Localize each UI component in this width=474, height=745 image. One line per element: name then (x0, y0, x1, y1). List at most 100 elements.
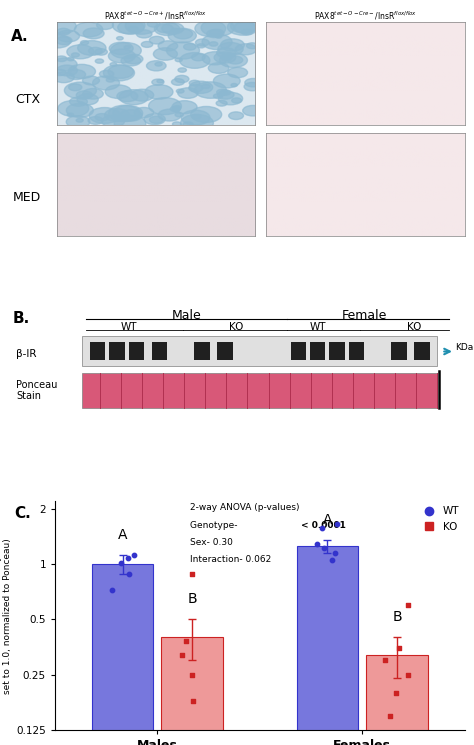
Circle shape (119, 89, 148, 105)
Circle shape (108, 65, 134, 78)
Circle shape (221, 54, 232, 60)
Circle shape (228, 56, 243, 64)
Circle shape (110, 42, 141, 59)
Text: β-IR: β-IR (17, 349, 37, 359)
Circle shape (144, 114, 165, 124)
Y-axis label: InsR- beta subunit (band density, WTM
set to 1.0, normalized to Ponceau): InsR- beta subunit (band density, WTM se… (0, 528, 12, 703)
Circle shape (64, 82, 97, 99)
Text: B.: B. (12, 311, 29, 326)
Circle shape (213, 94, 223, 98)
Circle shape (175, 75, 189, 83)
Circle shape (180, 53, 210, 69)
Circle shape (118, 21, 144, 34)
Circle shape (124, 45, 130, 49)
Circle shape (109, 42, 133, 54)
Circle shape (56, 37, 72, 45)
Circle shape (208, 63, 229, 74)
Circle shape (214, 52, 236, 63)
Circle shape (216, 35, 222, 38)
Circle shape (128, 26, 138, 31)
Circle shape (103, 65, 135, 81)
Circle shape (154, 48, 177, 60)
Circle shape (172, 79, 184, 85)
Circle shape (146, 61, 166, 71)
Circle shape (192, 115, 201, 119)
Point (320, 542, 328, 554)
Circle shape (81, 40, 89, 45)
Circle shape (67, 57, 74, 61)
Circle shape (230, 19, 259, 34)
Circle shape (181, 115, 213, 131)
Point (392, 687, 400, 699)
Point (126, 568, 133, 580)
Circle shape (157, 80, 164, 83)
Bar (218, 342, 233, 360)
Circle shape (137, 30, 152, 38)
Circle shape (56, 56, 67, 62)
Circle shape (97, 21, 113, 30)
Circle shape (172, 101, 197, 114)
Point (386, 709, 394, 721)
Circle shape (131, 89, 154, 101)
Circle shape (173, 29, 192, 39)
Bar (194, 342, 210, 360)
Circle shape (220, 39, 244, 51)
Point (404, 599, 412, 611)
Point (382, 654, 389, 666)
Bar (128, 342, 144, 360)
Circle shape (210, 42, 218, 46)
Circle shape (173, 106, 181, 110)
Circle shape (72, 53, 79, 57)
Circle shape (181, 110, 210, 125)
Circle shape (88, 116, 103, 124)
Circle shape (231, 83, 237, 86)
Circle shape (66, 115, 90, 128)
Circle shape (67, 45, 94, 59)
Point (188, 568, 196, 580)
Circle shape (218, 42, 243, 56)
Circle shape (53, 58, 77, 71)
Circle shape (110, 63, 117, 66)
Circle shape (228, 67, 247, 77)
Text: MED: MED (13, 191, 41, 204)
Circle shape (189, 81, 213, 93)
Circle shape (112, 17, 145, 34)
Circle shape (106, 78, 114, 82)
Circle shape (83, 28, 104, 39)
Point (396, 642, 403, 654)
Text: < 0.0001: < 0.0001 (301, 521, 346, 530)
Point (313, 539, 320, 551)
Bar (349, 342, 364, 360)
Circle shape (158, 41, 178, 51)
Point (178, 649, 185, 661)
Circle shape (213, 74, 240, 88)
Circle shape (245, 78, 261, 87)
Bar (391, 342, 407, 360)
Circle shape (189, 80, 200, 86)
Circle shape (95, 113, 109, 121)
Bar (82, 373, 438, 408)
Circle shape (210, 29, 224, 37)
Circle shape (54, 69, 66, 76)
Circle shape (53, 72, 74, 83)
Point (328, 554, 336, 566)
Circle shape (175, 58, 182, 62)
Circle shape (246, 42, 258, 48)
Circle shape (162, 23, 184, 34)
Point (189, 695, 197, 707)
Circle shape (171, 28, 179, 33)
Text: KO: KO (229, 322, 244, 332)
Circle shape (67, 113, 73, 116)
Bar (366, 655, 428, 745)
Circle shape (183, 44, 196, 50)
Circle shape (158, 109, 181, 121)
Text: A.: A. (11, 29, 29, 44)
Text: CTX: CTX (15, 93, 40, 106)
Circle shape (156, 24, 173, 33)
Circle shape (105, 109, 129, 121)
Bar (90, 342, 105, 360)
Circle shape (178, 68, 186, 72)
Circle shape (68, 64, 95, 78)
Circle shape (166, 42, 200, 59)
Circle shape (183, 122, 193, 127)
